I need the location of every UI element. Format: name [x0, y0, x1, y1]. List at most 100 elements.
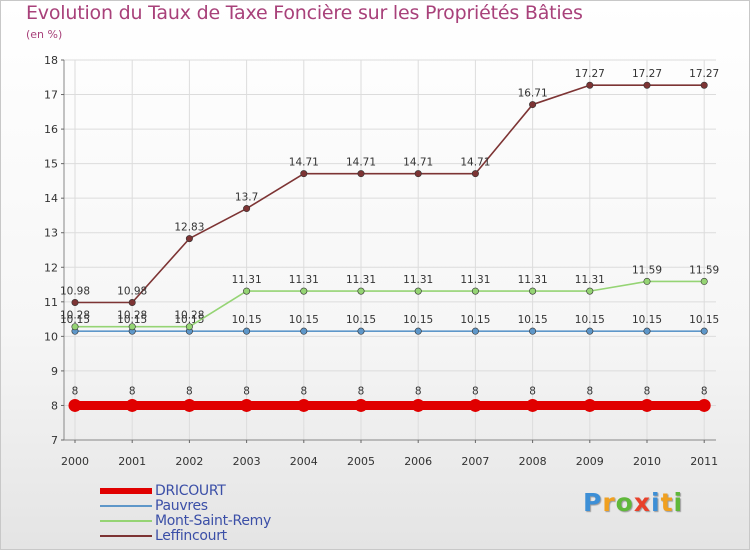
logo-letter: i [673, 488, 684, 517]
data-point-pauvres [243, 327, 251, 335]
chart-title: Evolution du Taux de Taxe Foncière sur l… [26, 2, 583, 24]
series-line-mont-saint-remy [75, 280, 705, 328]
x-tick-label: 2005 [347, 455, 375, 468]
legend-swatch-pauvres [100, 505, 152, 507]
data-point-leffincourt [700, 81, 708, 89]
y-tick-label: 12 [44, 261, 58, 274]
x-tick-label: 2001 [118, 455, 146, 468]
data-label-dricourt: 8 [243, 385, 250, 397]
logo-letter: P [583, 488, 603, 517]
y-tick-label: 11 [44, 296, 58, 309]
data-point-mont-saint-remy [586, 287, 594, 295]
data-label-pauvres: 10.15 [174, 314, 204, 326]
y-tick-label: 16 [44, 123, 58, 136]
data-point-pauvres [643, 327, 651, 335]
series-line-leffincourt [75, 84, 705, 304]
x-tick-label: 2009 [576, 455, 604, 468]
data-point-dricourt [640, 398, 654, 412]
data-label-mont-saint-remy: 11.31 [289, 274, 319, 286]
logo-letter: o [615, 488, 634, 517]
logo-letter: t [660, 488, 674, 517]
data-label-dricourt: 8 [358, 385, 365, 397]
data-point-leffincourt [71, 299, 79, 307]
data-label-leffincourt: 10.98 [60, 286, 90, 298]
y-tick-label: 7 [51, 434, 58, 447]
data-point-leffincourt [643, 81, 651, 89]
data-point-pauvres [700, 327, 708, 335]
data-point-mont-saint-remy [185, 323, 193, 331]
y-tick-label: 15 [44, 158, 58, 171]
data-label-dricourt: 8 [129, 385, 136, 397]
data-label-dricourt: 8 [415, 385, 422, 397]
data-point-mont-saint-remy [243, 287, 251, 295]
data-label-pauvres: 10.15 [632, 314, 662, 326]
logo-letter: r [602, 488, 616, 517]
data-point-dricourt [125, 398, 139, 412]
data-point-pauvres [471, 327, 479, 335]
y-tick-label: 8 [51, 399, 58, 412]
y-tick-label: 14 [44, 192, 58, 205]
legend-label-leffincourt: Leffincourt [155, 528, 227, 544]
x-tick-label: 2010 [633, 455, 661, 468]
data-point-leffincourt [414, 170, 422, 178]
data-label-mont-saint-remy: 11.59 [632, 264, 662, 276]
y-tick-label: 17 [44, 89, 58, 102]
data-label-leffincourt: 10.98 [117, 286, 147, 298]
data-label-dricourt: 8 [644, 385, 651, 397]
data-label-mont-saint-remy: 11.31 [460, 274, 490, 286]
data-label-dricourt: 8 [529, 385, 536, 397]
x-tick-label: 2007 [461, 455, 489, 468]
data-label-pauvres: 10.15 [575, 314, 605, 326]
data-label-dricourt: 8 [472, 385, 479, 397]
legend-swatch-dricourt [100, 488, 152, 494]
data-point-dricourt [526, 398, 540, 412]
data-label-leffincourt: 14.71 [289, 157, 319, 169]
data-point-dricourt [411, 398, 425, 412]
data-label-mont-saint-remy: 11.59 [689, 264, 719, 276]
data-point-pauvres [529, 327, 537, 335]
data-label-dricourt: 8 [586, 385, 593, 397]
x-tick-label: 2003 [233, 455, 261, 468]
data-point-leffincourt [586, 81, 594, 89]
data-label-pauvres: 10.15 [689, 314, 719, 326]
data-point-dricourt [583, 398, 597, 412]
y-tick-label: 13 [44, 227, 58, 240]
y-tick-label: 10 [44, 330, 58, 343]
data-point-leffincourt [243, 205, 251, 213]
legend-swatch-mont-saint-remy [100, 520, 152, 522]
data-point-mont-saint-remy [529, 287, 537, 295]
data-label-pauvres: 10.15 [460, 314, 490, 326]
data-label-pauvres: 10.15 [60, 314, 90, 326]
data-point-dricourt [240, 398, 254, 412]
data-point-mont-saint-remy [128, 323, 136, 331]
data-label-leffincourt: 14.71 [346, 157, 376, 169]
data-label-leffincourt: 14.71 [460, 157, 490, 169]
data-point-mont-saint-remy [643, 277, 651, 285]
data-label-mont-saint-remy: 11.31 [518, 274, 548, 286]
data-label-mont-saint-remy: 10.28 [174, 310, 204, 322]
data-label-leffincourt: 17.27 [575, 68, 605, 80]
data-label-mont-saint-remy: 11.31 [346, 274, 376, 286]
x-tick-label: 2004 [290, 455, 318, 468]
data-label-pauvres: 10.15 [232, 314, 262, 326]
data-point-mont-saint-remy [471, 287, 479, 295]
logo-letter: x [633, 488, 651, 517]
y-tick-label: 9 [51, 365, 58, 378]
data-point-leffincourt [529, 101, 537, 109]
data-label-pauvres: 10.15 [289, 314, 319, 326]
data-point-mont-saint-remy [700, 277, 708, 285]
legend-swatch-leffincourt [100, 535, 152, 537]
data-label-leffincourt: 14.71 [403, 157, 433, 169]
data-label-mont-saint-remy: 10.28 [60, 310, 90, 322]
x-tick-label: 2000 [61, 455, 89, 468]
data-point-leffincourt [128, 299, 136, 307]
data-label-dricourt: 8 [72, 385, 79, 397]
data-point-leffincourt [300, 170, 308, 178]
data-label-leffincourt: 12.83 [174, 222, 204, 234]
data-point-dricourt [468, 398, 482, 412]
proxiti-logo: Proxiti [583, 488, 683, 517]
data-point-pauvres [414, 327, 422, 335]
data-point-mont-saint-remy [71, 323, 79, 331]
